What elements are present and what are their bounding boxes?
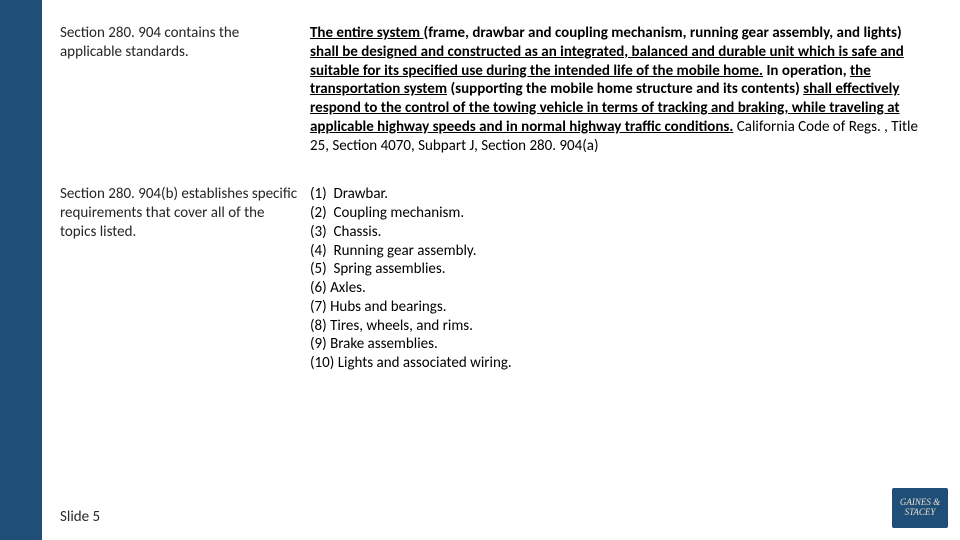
- list-item: (8) Tires, wheels, and rims.: [310, 317, 930, 336]
- slide-content: Section 280. 904 contains the applicable…: [42, 0, 960, 540]
- content-row-2: Section 280. 904(b) establishes specific…: [42, 185, 960, 373]
- slide-number: Slide 5: [60, 508, 100, 526]
- row1-left-text: Section 280. 904 contains the applicable…: [42, 24, 310, 62]
- content-row-1: Section 280. 904 contains the applicable…: [42, 24, 960, 155]
- list-item: (4) Running gear assembly.: [310, 242, 930, 261]
- sidebar-accent: [0, 0, 42, 540]
- logo-text: GAINES & STACEY: [892, 498, 948, 518]
- company-logo: GAINES & STACEY: [892, 488, 948, 528]
- row2-right-list: (1) Drawbar. (2) Coupling mechanism. (3)…: [310, 185, 930, 373]
- list-item: (6) Axles.: [310, 279, 930, 298]
- list-item: (3) Chassis.: [310, 223, 930, 242]
- seg: In operation,: [763, 62, 850, 80]
- list-item: (1) Drawbar.: [310, 185, 930, 204]
- list-item: (7) Hubs and bearings.: [310, 298, 930, 317]
- list-item: (5) Spring assemblies.: [310, 260, 930, 279]
- list-item: (2) Coupling mechanism.: [310, 204, 930, 223]
- seg: The entire system: [310, 24, 424, 42]
- list-item: (10) Lights and associated wiring.: [310, 354, 930, 373]
- list-item: (9) Brake assemblies.: [310, 335, 930, 354]
- seg: (frame, drawbar and coupling mechanism, …: [424, 24, 902, 42]
- row2-left-text: Section 280. 904(b) establishes specific…: [42, 185, 310, 241]
- row1-right-text: The entire system (frame, drawbar and co…: [310, 24, 930, 155]
- seg: (supporting the mobile home structure an…: [447, 80, 803, 98]
